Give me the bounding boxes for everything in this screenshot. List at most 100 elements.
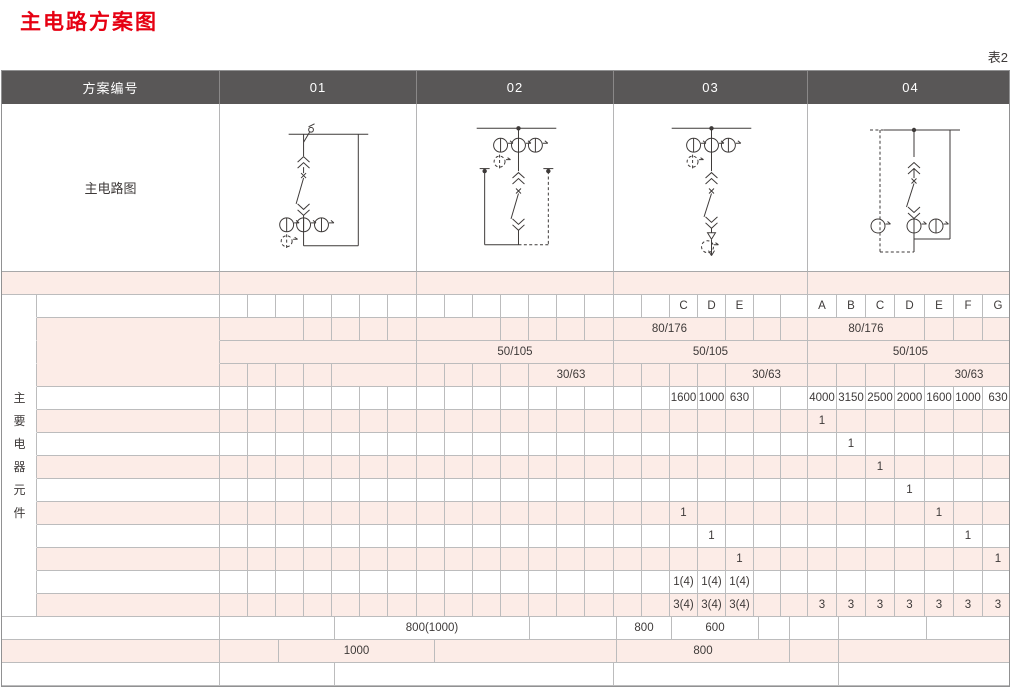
grid-cell xyxy=(698,456,726,479)
grid-cell-value: 3(4) xyxy=(670,594,698,617)
grid-cell xyxy=(895,410,925,433)
grid-cell xyxy=(248,525,276,548)
grid-cell xyxy=(529,295,557,318)
grid-cell xyxy=(2,410,37,433)
disconnect-hook-icon xyxy=(303,123,315,143)
grid-cell xyxy=(754,594,781,617)
grid-cell xyxy=(501,548,529,571)
grid-cell xyxy=(837,364,866,387)
grid-cell xyxy=(388,318,417,341)
grid-cell-value: 50/105 xyxy=(808,341,1009,364)
grid-cell xyxy=(529,479,557,502)
grid-cell xyxy=(839,617,927,640)
grid-cell xyxy=(557,525,585,548)
grid-cell xyxy=(781,502,808,525)
grid-cell xyxy=(37,548,220,571)
grid-cell xyxy=(473,364,501,387)
grid-cell xyxy=(837,571,866,594)
grid-cell xyxy=(248,456,276,479)
grid-cell xyxy=(614,571,642,594)
grid-cell xyxy=(866,502,895,525)
grid-cell xyxy=(557,548,585,571)
grid-cell xyxy=(557,502,585,525)
drawout-contact-lower-icon xyxy=(297,203,310,217)
grid-cell xyxy=(417,548,445,571)
circuit-diagram-cell-01 xyxy=(220,104,417,272)
grid-cell xyxy=(837,479,866,502)
grid-cell-value: 1(4) xyxy=(670,571,698,594)
grid-cell-value: 3 xyxy=(808,594,837,617)
grid-cell-value: 80/176 xyxy=(614,318,726,341)
grid-cell xyxy=(220,410,248,433)
grid-cell xyxy=(388,456,417,479)
grid-cell xyxy=(839,663,1009,686)
table-header-row: 方案编号 01 02 03 04 xyxy=(2,71,1009,104)
grid-cell xyxy=(983,502,1009,525)
grid-cell xyxy=(220,387,248,410)
grid-cell xyxy=(2,502,37,525)
grid-cell xyxy=(781,410,808,433)
grid-cell xyxy=(248,295,276,318)
grid-cell xyxy=(585,295,614,318)
grid-cell-value: 1(4) xyxy=(698,571,726,594)
grid-cell xyxy=(698,364,726,387)
grid-cell xyxy=(670,410,698,433)
circuit-diagram-cell-02 xyxy=(417,104,614,272)
grid-cell xyxy=(983,571,1009,594)
grid-cell-value: D xyxy=(895,295,925,318)
circuit-breaker-symbol xyxy=(906,178,917,208)
grid-cell xyxy=(557,295,585,318)
grid-cell xyxy=(220,594,248,617)
left-branch-dashed xyxy=(879,130,914,253)
grid-cell xyxy=(585,410,614,433)
grid-cell xyxy=(304,548,332,571)
grid-cell xyxy=(276,410,304,433)
grid-cell-value: 30/63 xyxy=(529,364,614,387)
grid-cell xyxy=(781,318,808,341)
grid-row: 30/63 30/63 30/63 xyxy=(2,364,1009,387)
grid-cell xyxy=(501,571,529,594)
grid-cell xyxy=(360,387,388,410)
right-branch-dashed xyxy=(518,168,554,246)
grid-cell xyxy=(417,456,445,479)
grid-cell xyxy=(37,433,220,456)
grid-cell-value: 3150 xyxy=(837,387,866,410)
grid-cell xyxy=(698,410,726,433)
grid-cell xyxy=(557,410,585,433)
grid-cell xyxy=(37,318,220,341)
grid-cell xyxy=(360,594,388,617)
grid-cell xyxy=(248,479,276,502)
grid-cell xyxy=(2,318,37,341)
table-number-label: 表2 xyxy=(987,50,1008,65)
grid-cell xyxy=(473,548,501,571)
grid-cell xyxy=(37,364,220,387)
grid-cell-value: 1 xyxy=(866,456,895,479)
grid-cell xyxy=(866,571,895,594)
grid-cell xyxy=(417,571,445,594)
grid-cell xyxy=(839,640,1009,663)
circuit-diagram-row: 主电路图 xyxy=(2,104,1009,272)
grid-cell xyxy=(304,479,332,502)
circuit-diagram-01 xyxy=(279,123,369,249)
grid-cell xyxy=(614,456,642,479)
grid-cell xyxy=(530,617,617,640)
grid-cell-value: G xyxy=(983,295,1009,318)
grid-cell xyxy=(866,364,895,387)
grid-cell xyxy=(276,387,304,410)
grid-cell xyxy=(220,525,248,548)
grid-cell xyxy=(585,433,614,456)
grid-cell xyxy=(37,594,220,617)
grid-cell xyxy=(276,295,304,318)
grid-cell xyxy=(790,617,839,640)
grid-cell xyxy=(983,525,1009,548)
grid-cell xyxy=(754,479,781,502)
grid-cell xyxy=(37,456,220,479)
grid-cell xyxy=(983,410,1009,433)
grid-cell xyxy=(781,571,808,594)
drawout-contact-lower-icon xyxy=(512,218,525,231)
grid-cell-value: 3 xyxy=(954,594,983,617)
grid-cell xyxy=(585,525,614,548)
grid-cell xyxy=(248,502,276,525)
grid-cell xyxy=(332,594,360,617)
